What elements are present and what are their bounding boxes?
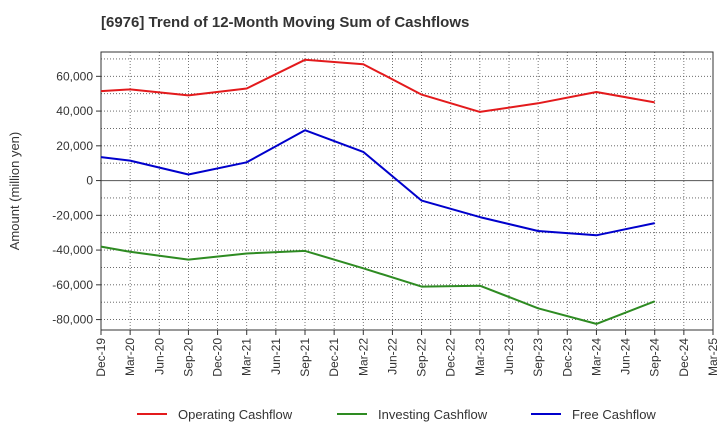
- legend-label-free-cashflow: Free Cashflow: [572, 407, 656, 422]
- grid-layer: [100, 52, 714, 330]
- x-tick-label: Sep-21: [298, 338, 312, 377]
- chart-title: [6976] Trend of 12-Month Moving Sum of C…: [101, 14, 470, 31]
- legend: Operating Cashflow Investing Cashflow Free…: [137, 407, 656, 422]
- plot-area: [101, 52, 713, 330]
- legend-label-operating-cashflow: Operating Cashflow: [178, 407, 293, 422]
- y-tick-label: 0: [86, 174, 93, 188]
- series-line-free-cashflow: [100, 129, 655, 237]
- x-tick-label: Mar-23: [473, 338, 487, 376]
- y-axis-label: Amount (million yen): [7, 132, 22, 251]
- axes-layer: -80,000 -60,000 -40,000 -20,000 0 20,000 40,00…: [7, 51, 720, 377]
- y-tick-label: -40,000: [52, 243, 93, 257]
- x-tick-label: Dec-24: [677, 338, 691, 377]
- x-tick-label: Sep-22: [415, 338, 429, 377]
- series-line-operating-cashflow: [100, 58, 655, 113]
- x-tick-label: Dec-23: [560, 338, 574, 377]
- x-tick-label: Dec-20: [211, 338, 225, 377]
- x-tick-label: Mar-20: [123, 338, 137, 376]
- series-layer: [100, 58, 656, 325]
- x-tick-label: Jun-21: [269, 338, 283, 375]
- x-tick-label: Dec-21: [327, 338, 341, 377]
- series-line-investing-cashflow: [100, 245, 656, 325]
- x-tick-label: Jun-20: [152, 338, 166, 375]
- y-tick-label: 40,000: [56, 104, 93, 118]
- x-tick-label: Sep-20: [181, 338, 195, 377]
- x-tick-label: Mar-22: [356, 338, 370, 376]
- y-tick-label: -60,000: [52, 278, 93, 292]
- y-tick-label: -80,000: [52, 313, 93, 327]
- x-tick-label: Sep-23: [531, 338, 545, 377]
- x-tick-label: Mar-24: [589, 338, 603, 376]
- x-tick-label: Dec-19: [94, 338, 108, 377]
- y-tick-label: 60,000: [56, 69, 93, 83]
- legend-label-investing-cashflow: Investing Cashflow: [378, 407, 488, 422]
- x-tick-label: Mar-25: [706, 338, 720, 376]
- x-tick-label: Sep-24: [648, 338, 662, 377]
- y-tick-label: -20,000: [52, 208, 93, 222]
- x-tick-label: Mar-21: [240, 338, 254, 376]
- y-tick-label: 20,000: [56, 139, 93, 153]
- x-tick-label: Jun-24: [619, 338, 633, 375]
- x-tick-label: Dec-22: [444, 338, 458, 377]
- plot-border: [100, 51, 714, 331]
- x-tick-label: Jun-23: [502, 338, 516, 375]
- x-tick-label: Jun-22: [385, 338, 399, 375]
